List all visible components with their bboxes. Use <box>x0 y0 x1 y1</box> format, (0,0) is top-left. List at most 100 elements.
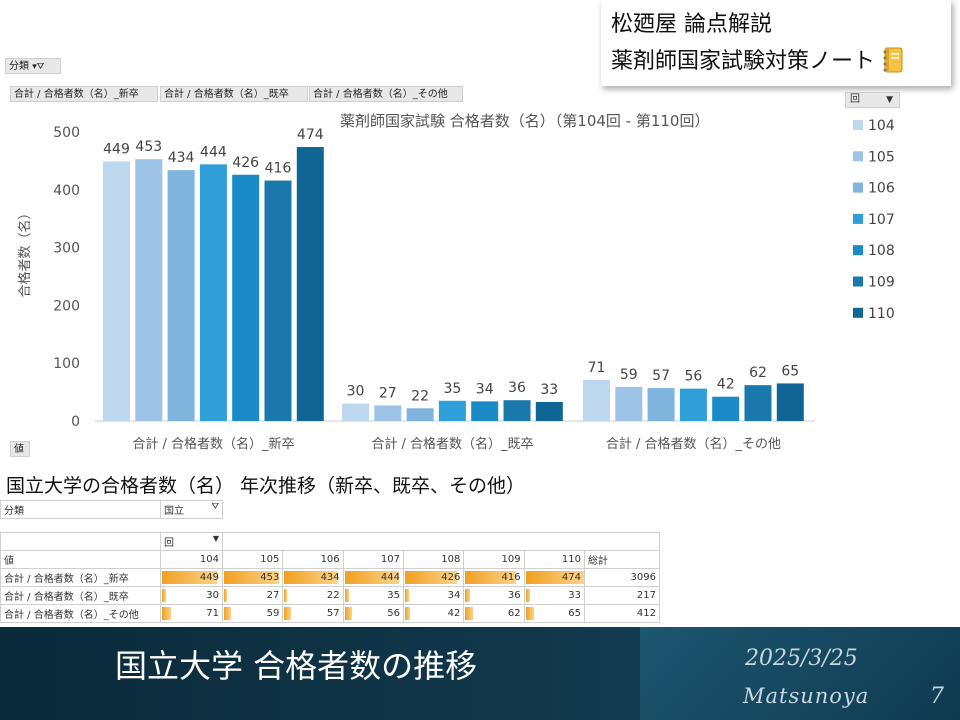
table-row: 合計 / 合格者数（名）_新卒 449 453 434 444 426 416 474 3096 <box>0 568 661 587</box>
data-bar <box>284 607 292 620</box>
x-category-label: 合計 / 合格者数（名）_既卒 <box>371 436 533 452</box>
value-chip[interactable]: 値 <box>10 441 30 457</box>
data-bar <box>404 589 410 602</box>
data-bar <box>224 607 232 620</box>
pivot-filter-table: 分類 国立 ⛛ <box>0 500 223 519</box>
pivot-cell: 36 <box>463 586 525 605</box>
pivot-cell-value: 449 <box>199 572 219 583</box>
y-axis-label: 合格者数（名） <box>17 206 33 297</box>
pivot-total-cell: 217 <box>583 586 661 605</box>
filter-chip[interactable]: 分類 ▾⛛ <box>5 58 61 74</box>
data-label: 449 <box>103 141 130 157</box>
data-label: 426 <box>232 155 259 171</box>
section-subtitle: 国立大学の合格者数（名） 年次推移（新卒、既卒、その他） <box>6 475 526 497</box>
chart-title: 薬剤師国家試験 合格者数（名）（第104回 - 第110回） <box>340 112 709 130</box>
pivot-total-header: 総計 <box>583 550 661 569</box>
pivot-col-header: 106 <box>282 550 344 569</box>
pivot-cell-value: 474 <box>561 572 581 583</box>
legend-swatch <box>853 245 863 256</box>
pivot-cell: 30 <box>160 586 223 605</box>
data-label: 27 <box>379 385 397 401</box>
bar <box>503 400 531 421</box>
data-label: 35 <box>443 381 461 397</box>
bar <box>342 403 369 421</box>
legend-field-chip[interactable]: 回 ▼ <box>845 92 900 108</box>
pivot-cell: 65 <box>523 604 585 623</box>
brand-line1: 松廼屋 論点解説 <box>611 12 772 37</box>
data-bar <box>344 571 399 584</box>
footer-title: 国立大学 合格者数の推移 <box>115 647 478 685</box>
category-chip-other[interactable]: 合計 / 合格者数（名）_その他 <box>309 86 463 102</box>
data-bar <box>344 607 352 620</box>
pivot-cell: 42 <box>402 604 465 623</box>
data-bar <box>525 571 584 584</box>
brand-box: 松廼屋 論点解説 薬剤師国家試験対策ノート <box>601 0 951 86</box>
data-label: 65 <box>781 363 799 379</box>
pivot-filter-value[interactable]: 国立 ⛛ <box>160 500 223 519</box>
data-label: 34 <box>476 381 494 397</box>
pivot-row-header: 値 <box>0 550 161 569</box>
pivot-cell-value: 27 <box>266 590 280 601</box>
pivot-cell-value: 434 <box>320 572 340 583</box>
y-tick-label: 400 <box>53 183 80 199</box>
pivot-cell-value: 59 <box>266 608 280 619</box>
pivot-row-label: 合計 / 合格者数（名）_新卒 <box>0 568 161 587</box>
pivot-cell: 27 <box>221 586 284 605</box>
pivot-cell: 416 <box>463 568 525 587</box>
bar-chart: 薬剤師国家試験 合格者数（名）（第104回 - 第110回） 合格者数（名） 0… <box>17 112 895 452</box>
legend-label: 109 <box>868 275 895 291</box>
pivot-cell-value: 62 <box>507 608 521 619</box>
data-bar <box>465 571 517 584</box>
legend-label: 105 <box>868 149 895 165</box>
legend-label: 110 <box>868 306 895 322</box>
bar <box>647 388 675 421</box>
data-bar <box>465 607 473 620</box>
pivot-total-cell: 412 <box>583 604 661 623</box>
filter-icon: ⛛ <box>211 502 219 512</box>
pivot-col-header: 104 <box>160 550 223 569</box>
data-bar <box>224 571 280 584</box>
data-label: 453 <box>135 139 162 155</box>
data-label: 444 <box>200 144 227 160</box>
pivot-cell-value: 42 <box>447 608 461 619</box>
data-bar <box>224 589 228 602</box>
pivot-table: 回 ▼ 値 104 105 106 107 108 109 110 総計 合計 / 合格者数（名）… <box>0 532 661 623</box>
data-bar <box>284 589 288 602</box>
pivot-cell-value: 30 <box>206 590 219 601</box>
pivot-cell-value: 22 <box>326 590 340 601</box>
pivot-cell-value: 57 <box>326 608 340 619</box>
legend-label: 104 <box>868 118 895 134</box>
bar <box>135 159 163 421</box>
data-label: 56 <box>684 369 702 385</box>
pivot-cell: 56 <box>342 604 404 623</box>
table-row: 合計 / 合格者数（名）_その他 71 59 57 56 42 62 65 412 <box>0 604 661 623</box>
pivot-col-field[interactable]: 回 ▼ <box>160 532 223 551</box>
bar <box>199 164 227 422</box>
bar <box>471 401 499 421</box>
pivot-col-header: 105 <box>221 550 284 569</box>
y-tick-label: 300 <box>53 241 80 257</box>
bar <box>264 180 292 421</box>
category-chip-new[interactable]: 合計 / 合格者数（名）_新卒 <box>10 86 158 102</box>
bar <box>615 386 643 421</box>
footer-accent <box>640 627 960 720</box>
bar <box>744 385 772 421</box>
pivot-cell-value: 444 <box>380 572 400 583</box>
pivot-cell: 434 <box>282 568 344 587</box>
pivot-col-header: 107 <box>342 550 404 569</box>
bar <box>232 174 260 421</box>
bar <box>679 388 707 421</box>
pivot-cell: 33 <box>523 586 585 605</box>
data-bar <box>404 607 411 620</box>
legend-label: 106 <box>868 181 895 197</box>
pivot-cell: 71 <box>160 604 223 623</box>
chevron-down-icon: ▼ <box>886 95 893 105</box>
legend-swatch <box>853 182 863 193</box>
category-chip-repeat[interactable]: 合計 / 合格者数（名）_既卒 <box>160 86 308 102</box>
data-label: 62 <box>749 365 767 381</box>
data-label: 59 <box>620 367 638 383</box>
footer-date: 2025/3/25 <box>745 646 858 671</box>
legend-label: 108 <box>868 243 895 259</box>
pivot-col-header: 108 <box>402 550 465 569</box>
data-label: 474 <box>297 127 324 143</box>
